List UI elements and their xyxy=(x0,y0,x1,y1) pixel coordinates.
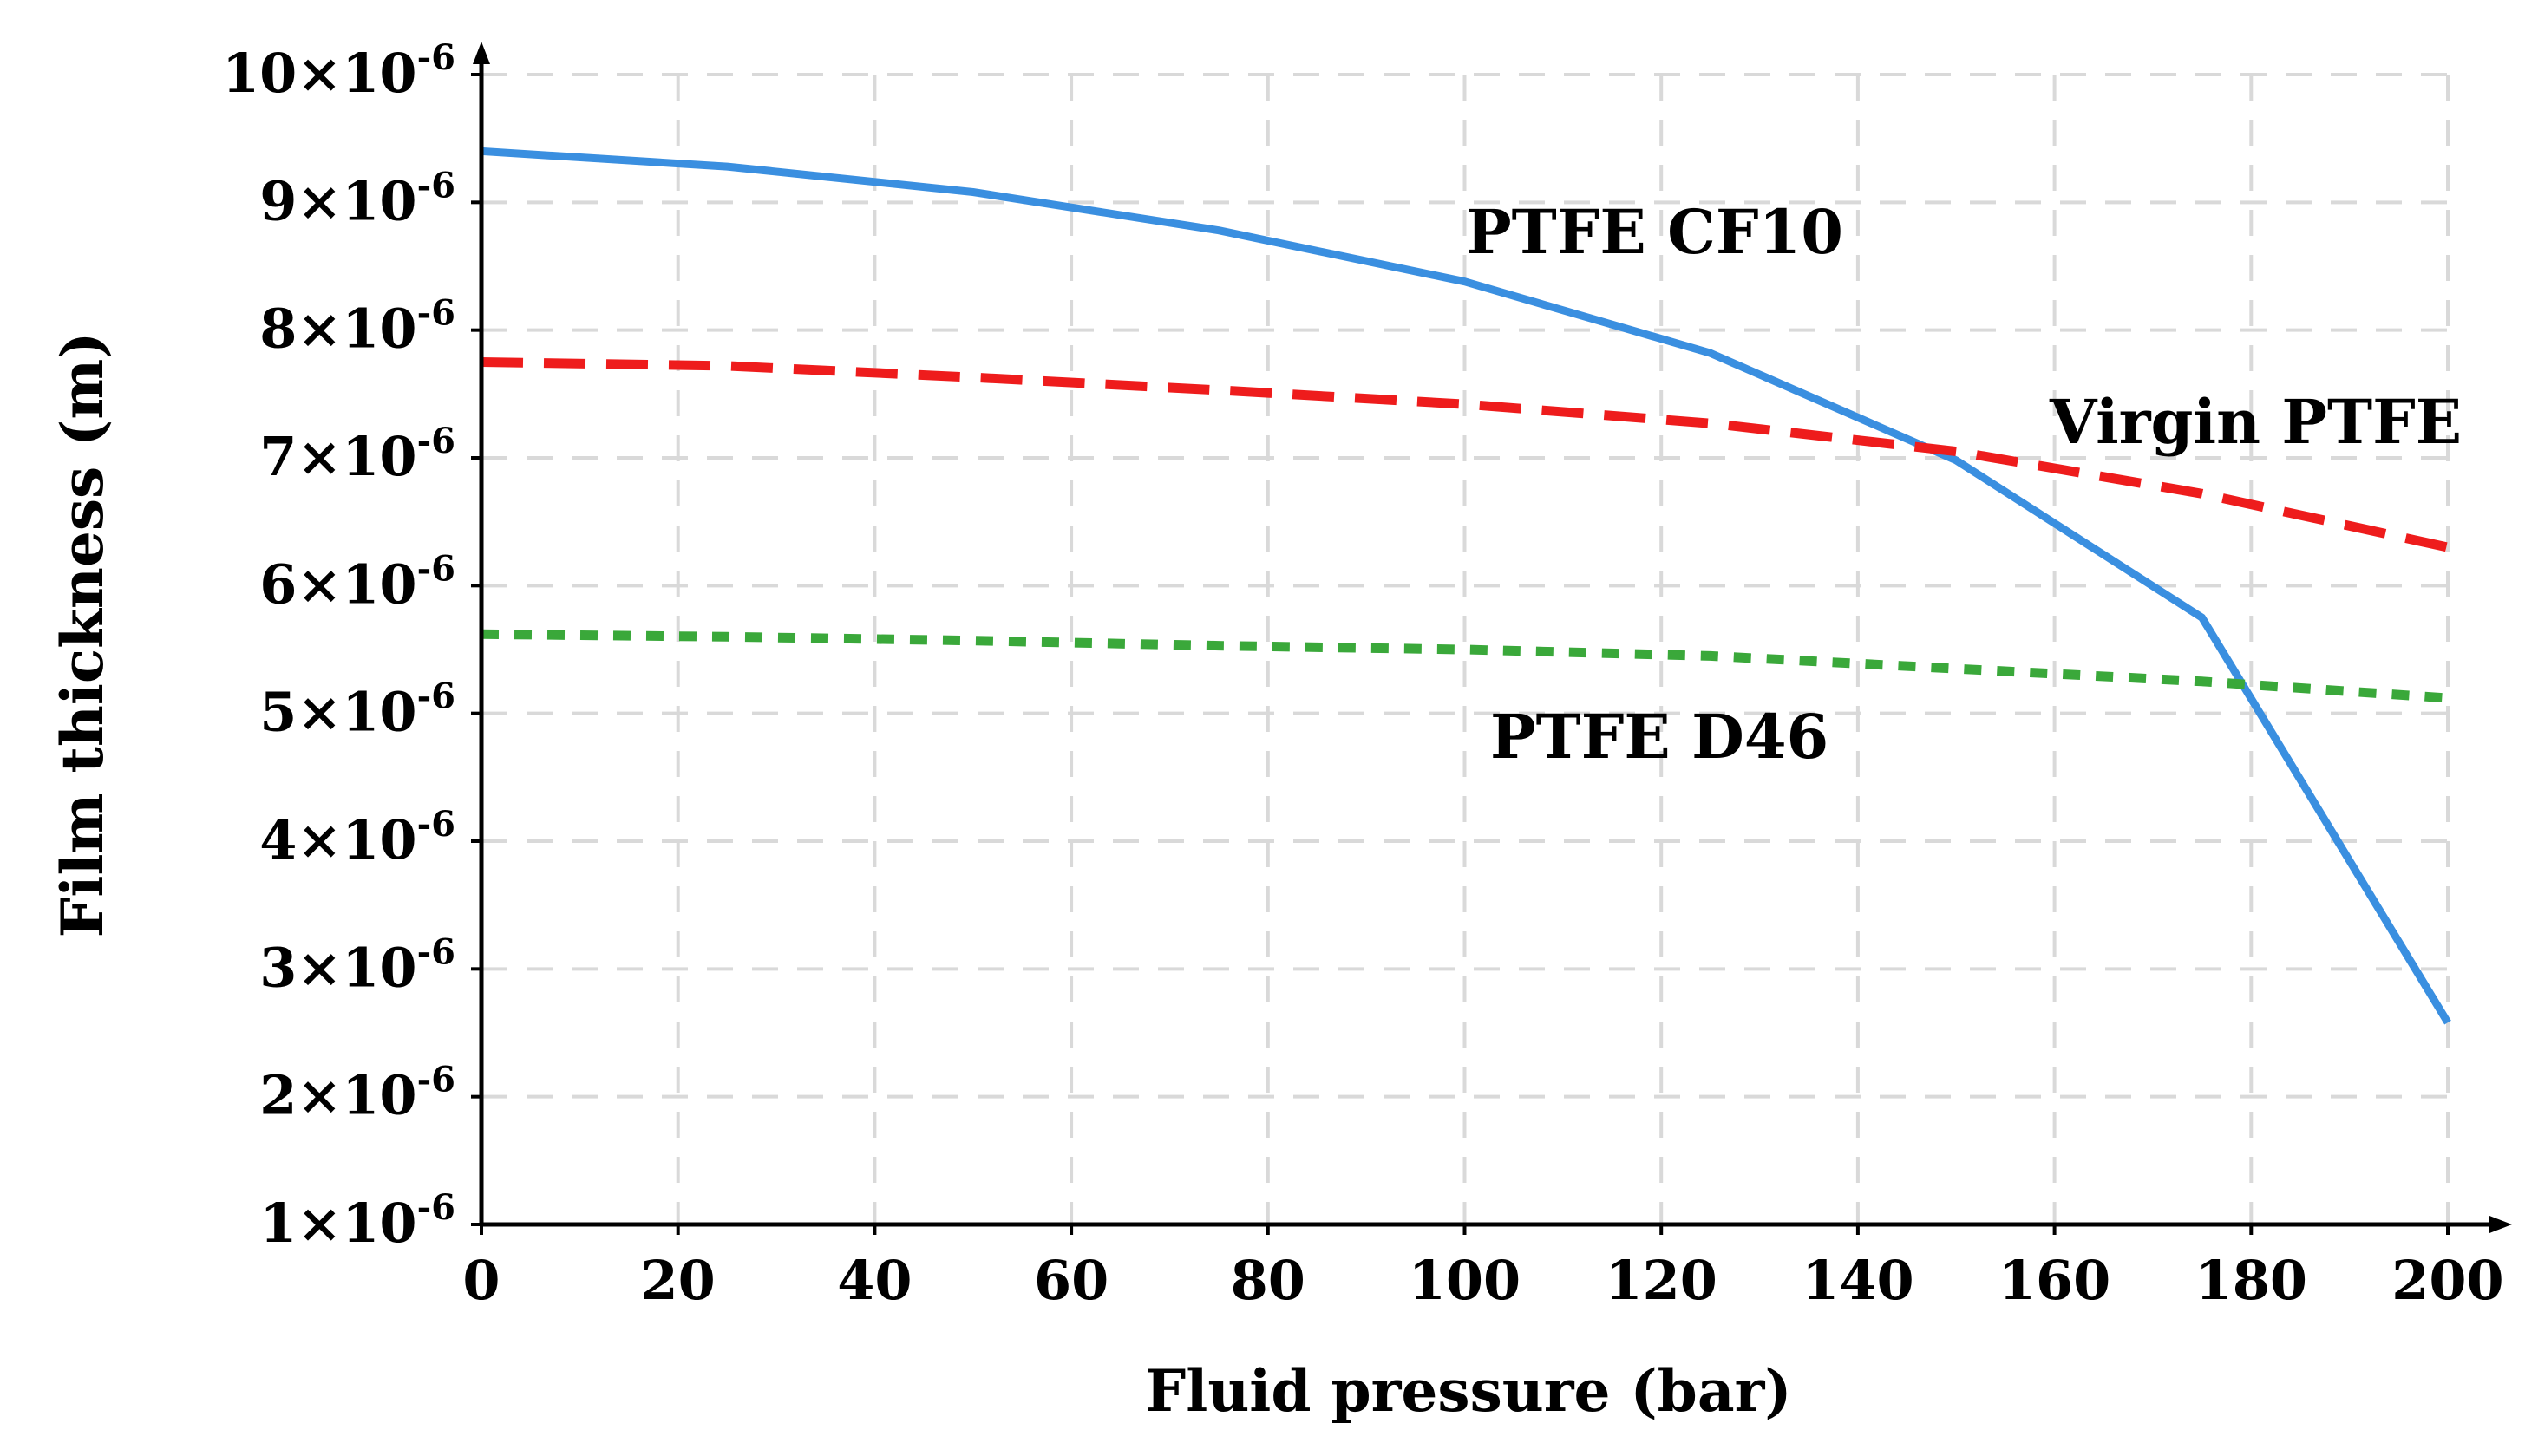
y-tick-mantissa: 3×10 xyxy=(259,936,416,999)
y-tick-exponent: -6 xyxy=(417,548,455,589)
y-tick-mantissa: 1×10 xyxy=(259,1192,416,1255)
y-tick-exponent: -6 xyxy=(417,37,455,78)
y-tick-exponent: -6 xyxy=(417,931,455,972)
x-tick-label: 0 xyxy=(462,1249,500,1312)
y-tick-mantissa: 2×10 xyxy=(259,1064,416,1127)
y-tick-exponent: -6 xyxy=(417,804,455,845)
x-tick-label: 80 xyxy=(1231,1249,1305,1312)
x-axis-arrow-icon xyxy=(2489,1216,2512,1233)
y-tick-label: 8×10-6 xyxy=(259,293,455,361)
axes xyxy=(473,42,2512,1233)
x-tick-labels: 0 20 40 60 80 100 120 140 160 180 200 xyxy=(462,1224,2504,1312)
series-line-virgin-ptfe xyxy=(481,357,2450,552)
y-tick-label: 2×10-6 xyxy=(259,1060,455,1127)
annotation-virgin-ptfe: Virgin PTFE xyxy=(2049,386,2462,458)
x-tick-label: 120 xyxy=(1605,1249,1717,1312)
y-tick-mantissa: 10×10 xyxy=(222,42,417,105)
y-axis-arrow-icon xyxy=(473,42,490,64)
annotation-ptfe-cf10: PTFE CF10 xyxy=(1466,196,1843,268)
y-tick-mantissa: 6×10 xyxy=(259,552,416,616)
x-tick-label: 100 xyxy=(1409,1249,1521,1312)
y-tick-exponent: -6 xyxy=(417,676,455,717)
y-tick-exponent: -6 xyxy=(417,421,455,461)
y-tick-mantissa: 7×10 xyxy=(259,425,416,488)
y-tick-exponent: -6 xyxy=(417,165,455,206)
x-tick-label: 160 xyxy=(1998,1249,2110,1312)
y-tick-exponent: -6 xyxy=(417,1187,455,1228)
series-lines xyxy=(481,147,2451,1025)
y-tick-mantissa: 5×10 xyxy=(259,681,416,744)
y-tick-label: 5×10-6 xyxy=(259,676,455,744)
y-tick-label: 1×10-6 xyxy=(259,1187,455,1255)
y-tick-exponent: -6 xyxy=(417,1060,455,1100)
y-tick-mantissa: 8×10 xyxy=(259,297,416,361)
x-tick-label: 180 xyxy=(2195,1249,2307,1312)
y-tick-exponent: -6 xyxy=(417,293,455,334)
y-tick-label: 9×10-6 xyxy=(259,165,455,232)
y-tick-mantissa: 9×10 xyxy=(259,169,416,232)
y-tick-labels: 1×10-62×10-63×10-64×10-65×10-66×10-67×10… xyxy=(222,37,481,1255)
grid-lines xyxy=(481,73,2450,1224)
annotation-ptfe-d46: PTFE D46 xyxy=(1490,701,1828,773)
x-tick-label: 40 xyxy=(837,1249,912,1312)
y-tick-mantissa: 4×10 xyxy=(259,808,416,872)
x-axis-title: Fluid pressure (bar) xyxy=(1145,1357,1791,1425)
x-tick-label: 140 xyxy=(1802,1249,1913,1312)
x-tick-label: 60 xyxy=(1034,1249,1109,1312)
series-line-ptfe-cf10 xyxy=(481,147,2451,1025)
y-tick-label: 6×10-6 xyxy=(259,548,455,616)
y-tick-label: 7×10-6 xyxy=(259,421,455,488)
y-tick-label: 4×10-6 xyxy=(259,804,455,872)
y-axis-title: Film thickness (m) xyxy=(49,332,116,938)
y-tick-label: 10×10-6 xyxy=(222,37,455,105)
x-tick-label: 20 xyxy=(641,1249,716,1312)
x-tick-label: 200 xyxy=(2391,1249,2503,1312)
y-tick-label: 3×10-6 xyxy=(259,931,455,999)
